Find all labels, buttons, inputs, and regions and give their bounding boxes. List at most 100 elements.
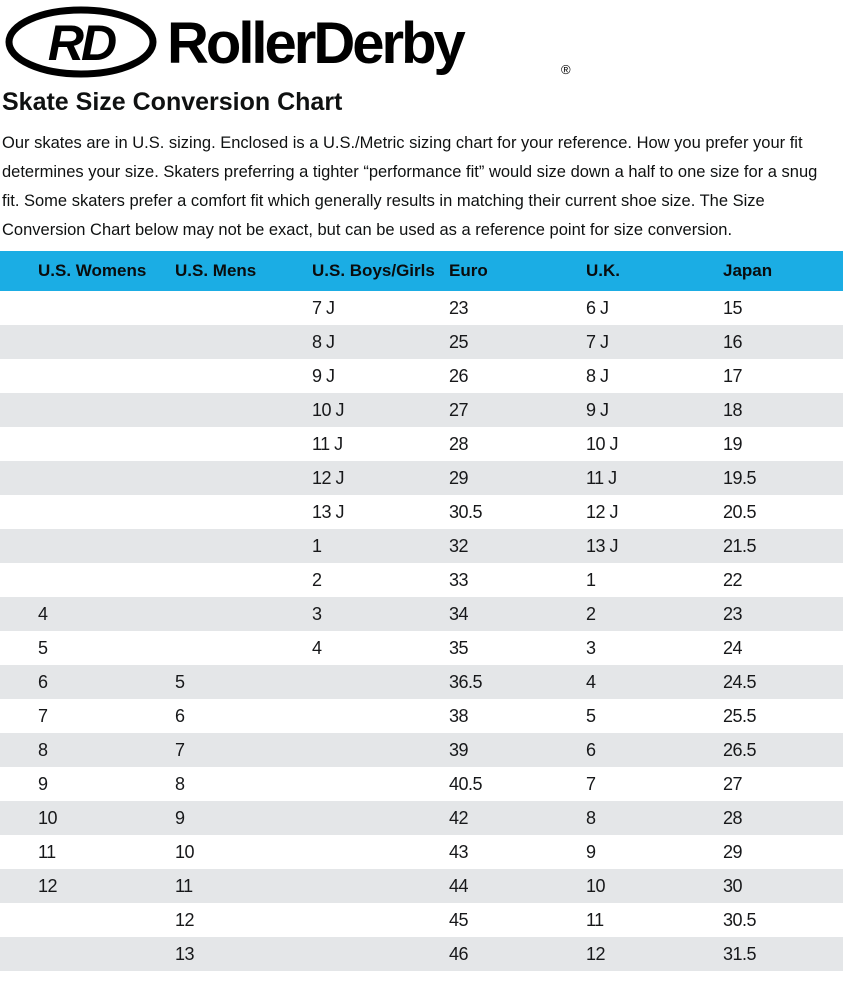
table-header: U.S. Womens U.S. Mens U.S. Boys/Girls Eu… — [0, 251, 843, 291]
table-cell: 26.5 — [685, 733, 843, 767]
table-row: 1 32 13 J 21.5 — [0, 529, 843, 563]
table-cell: 2 — [312, 569, 322, 590]
table-cell — [137, 427, 274, 461]
table-cell: 38 — [449, 705, 469, 726]
table-cell: 12 J — [274, 461, 411, 495]
table-cell: 7 — [137, 733, 274, 767]
table-cell — [137, 461, 274, 495]
table-cell — [274, 699, 411, 733]
table-cell: 7 — [586, 773, 596, 794]
table-cell: 10 — [548, 869, 685, 903]
table-cell: 23 — [685, 597, 843, 631]
table-cell: 30 — [685, 869, 843, 903]
table-cell: 8 — [548, 801, 685, 835]
table-cell: 9 — [137, 801, 274, 835]
table-cell — [274, 665, 411, 699]
table-cell: 13 J — [548, 529, 685, 563]
table-cell: 7 J — [312, 297, 335, 318]
table-cell: 12 — [175, 909, 195, 930]
brand-wordmark: RollerDerby — [167, 11, 466, 76]
table-cell: 6 — [0, 665, 137, 699]
table-cell: 29 — [723, 841, 743, 862]
table-cell: 28 — [449, 433, 469, 454]
table-cell: 8 — [0, 733, 137, 767]
table-cell — [274, 733, 411, 767]
table-cell: 30.5 — [723, 909, 757, 930]
table-row: 7 6 38 5 25.5 — [0, 699, 843, 733]
table-cell — [0, 393, 137, 427]
table-row: 11 J 28 10 J 19 — [0, 427, 843, 461]
table-row: 8 7 39 6 26.5 — [0, 733, 843, 767]
table-row: 2 33 1 22 — [0, 563, 843, 597]
table-row: 12 11 44 10 30 — [0, 869, 843, 903]
table-cell: 11 J — [312, 433, 343, 454]
table-cell: 24.5 — [685, 665, 843, 699]
table-cell: 9 — [38, 773, 48, 794]
table-cell: 5 — [137, 665, 274, 699]
table-row: 10 9 42 8 28 — [0, 801, 843, 835]
size-conversion-table: U.S. Womens U.S. Mens U.S. Boys/Girls Eu… — [0, 251, 843, 971]
table-cell: 9 — [586, 841, 596, 862]
rd-monogram: RD — [48, 15, 116, 71]
table-cell: 29 — [411, 461, 548, 495]
table-cell — [137, 631, 274, 665]
table-cell: 10 J — [586, 433, 619, 454]
table-cell: 13 — [137, 937, 274, 971]
table-cell: 11 J — [548, 461, 685, 495]
column-header-us-boys-girls: U.S. Boys/Girls — [274, 251, 435, 291]
table-cell — [137, 529, 274, 563]
table-cell: 12 — [548, 937, 685, 971]
table-cell: 3 — [586, 637, 596, 658]
table-row: 5 4 35 3 24 — [0, 631, 843, 665]
rd-oval-icon — [5, 6, 157, 78]
page: RD RollerDerby ® Skate Size Conversion C… — [0, 6, 843, 971]
table-cell — [274, 869, 411, 903]
table-cell — [0, 937, 137, 971]
table-cell: 40.5 — [449, 773, 483, 794]
table-cell — [0, 291, 137, 325]
table-cell: 10 — [0, 801, 137, 835]
table-header-row: U.S. Womens U.S. Mens U.S. Boys/Girls Eu… — [0, 251, 843, 291]
table-cell: 11 — [137, 869, 274, 903]
table-row: 13 46 12 31.5 — [0, 937, 843, 971]
table-cell: 25 — [411, 325, 548, 359]
table-cell — [137, 563, 274, 597]
table-row: 10 J 27 9 J 18 — [0, 393, 843, 427]
table-row: 11 10 43 9 29 — [0, 835, 843, 869]
registered-trademark: ® — [561, 62, 571, 77]
table-cell: 19 — [723, 433, 743, 454]
table-cell: 36.5 — [411, 665, 548, 699]
table-cell: 4 — [548, 665, 685, 699]
table-cell — [274, 835, 411, 869]
table-cell: 19.5 — [685, 461, 843, 495]
page-title: Skate Size Conversion Chart — [2, 88, 343, 116]
table-cell: 11 — [38, 841, 56, 862]
table-cell: 44 — [411, 869, 548, 903]
table-cell — [137, 597, 274, 631]
table-cell — [0, 563, 137, 597]
table-cell: 10 — [175, 841, 195, 862]
table-cell: 25.5 — [723, 705, 757, 726]
table-cell: 31.5 — [685, 937, 843, 971]
table-cell: 10 J — [274, 393, 411, 427]
table-cell: 6 — [175, 705, 185, 726]
table-cell — [274, 903, 411, 937]
table-cell: 7 J — [548, 325, 685, 359]
table-cell: 12 J — [586, 501, 619, 522]
table-cell: 34 — [411, 597, 548, 631]
column-header-us-womens: U.S. Womens — [0, 251, 146, 291]
table-cell — [274, 937, 411, 971]
table-cell: 13 J — [312, 501, 345, 522]
table-cell: 11 — [586, 909, 604, 930]
table-cell — [0, 903, 137, 937]
table-cell: 1 — [274, 529, 411, 563]
table-cell: 12 — [0, 869, 137, 903]
table-cell: 28 — [685, 801, 843, 835]
table-cell: 5 — [586, 705, 596, 726]
table-cell: 8 J — [274, 325, 411, 359]
table-cell — [0, 529, 137, 563]
table-cell: 30.5 — [449, 501, 483, 522]
table-cell: 22 — [723, 569, 743, 590]
table-cell: 9 J — [312, 365, 335, 386]
table-cell: 45 — [449, 909, 469, 930]
